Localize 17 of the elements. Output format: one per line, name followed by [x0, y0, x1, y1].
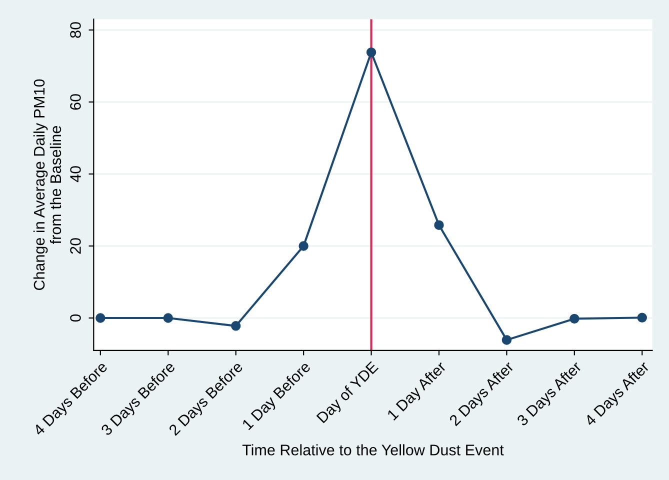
point — [298, 241, 308, 251]
point — [637, 312, 647, 322]
y-tick-label: 0 — [70, 314, 81, 322]
x-axis-title: Time Relative to the Yellow Dust Event — [242, 444, 504, 456]
y-tick-label: 40 — [70, 166, 81, 182]
y-axis-title: Change in Average Daily PM10 from the Baseline — [33, 79, 62, 290]
point — [163, 313, 174, 323]
y-tick-label: 20 — [70, 238, 81, 254]
y-tick-label: 80 — [70, 22, 81, 38]
point — [502, 335, 512, 345]
point — [434, 220, 444, 230]
point — [366, 47, 376, 58]
x-tick-label: Day of YDE — [316, 360, 381, 426]
point — [570, 314, 580, 324]
y-tick-label: 60 — [70, 94, 81, 110]
point — [230, 321, 241, 331]
point — [96, 313, 106, 323]
